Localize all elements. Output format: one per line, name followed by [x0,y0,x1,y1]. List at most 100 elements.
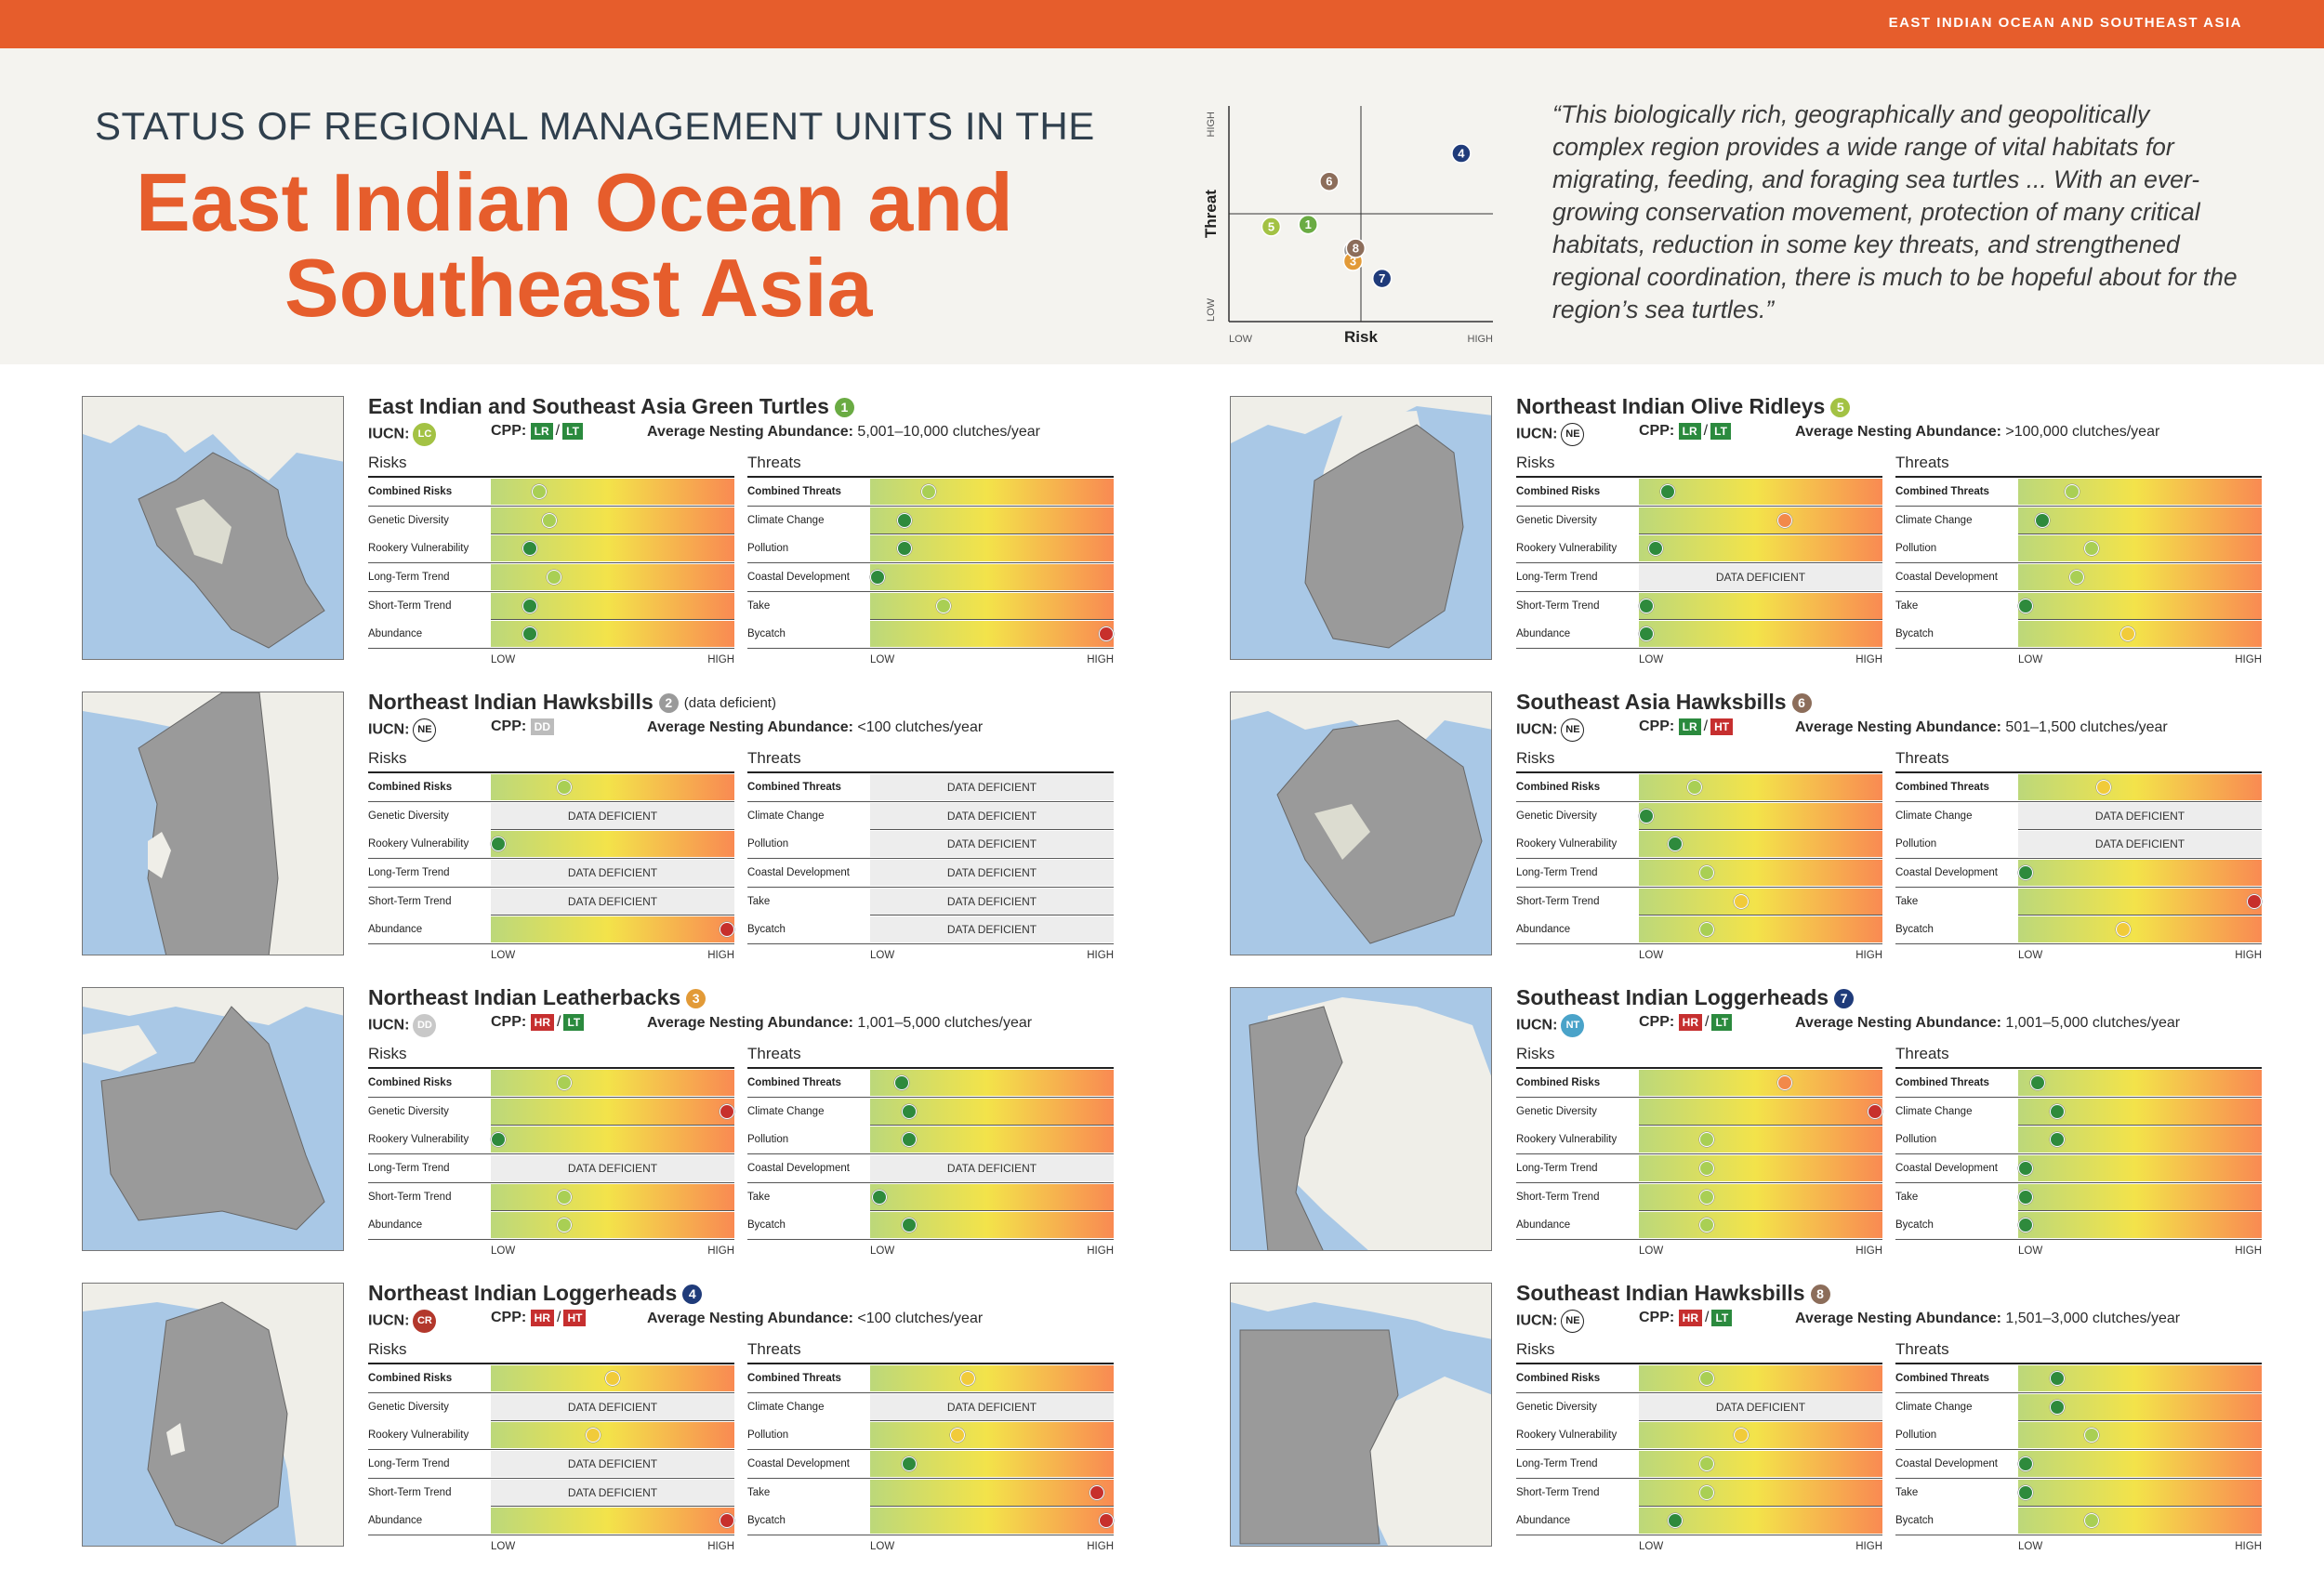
data-deficient-label: DATA DEFICIENT [567,809,658,823]
risk-row-label: Abundance [368,620,491,649]
risk-gradient-bar: DATA DEFICIENT [491,860,734,887]
risk-scale-low: LOW [491,1245,516,1257]
risk-gradient-bar [1639,621,1882,648]
iucn-label: IUCN: [1516,721,1558,738]
risk-row: Abundance [1516,1507,1882,1536]
threat-row-label: Combined Threats [1895,773,2018,801]
threat-row: Pollution [1895,1126,2262,1155]
risk-scale-low: LOW [491,654,516,665]
risk-level-dot [547,570,562,586]
threat-row: Climate Change [747,1097,1114,1126]
risk-rows: Combined Risks Genetic Diversity Rookery V… [1516,771,1882,945]
threat-scale-high: HIGH [2235,950,2262,961]
cpp-separator: / [557,1014,561,1031]
threat-level-dot [901,1218,917,1233]
risk-level-dot [1639,626,1654,642]
risk-gradient-bar [491,1212,734,1239]
threat-gradient-bar [2018,1155,2262,1182]
threat-row: Climate Change DATA DEFICIENT [747,1392,1114,1422]
iucn-badge: LC [413,423,437,446]
abundance-label: Average Nesting Abundance: [1795,719,2001,735]
data-deficient-label: DATA DEFICIENT [946,866,1037,880]
risk-level-dot [541,512,557,528]
risk-level-dot [1639,598,1654,613]
cpp-separator: / [555,423,561,440]
threat-level-dot [2029,1075,2045,1090]
threat-level-dot [1099,626,1114,642]
risk-level-dot [522,541,537,557]
risk-gradient-bar [491,1126,734,1153]
nesting-abundance: Average Nesting Abundance: 1,001–5,000 c… [1795,1015,2180,1032]
iucn-badge: NE [1561,1310,1585,1333]
risk-gradient-bar [1639,888,1882,915]
pull-quote: “This biologically rich, geographically … [1552,100,2238,323]
risk-row: Long-Term Trend [1516,859,1882,888]
abundance-label: Average Nesting Abundance: [1795,1311,2001,1326]
threat-row: Combined Threats [1895,1069,2262,1098]
risk-row: Combined Risks [368,1069,734,1098]
risk-row-label: Short-Term Trend [368,887,491,916]
threat-row: Climate Change [1895,506,2262,535]
threat-row: Coastal Development DATA DEFICIENT [747,1154,1114,1183]
matrix-point-label-7: 7 [1379,271,1385,285]
abundance-value: 1,001–5,000 clutches/year [2000,1015,2181,1031]
threat-level-dot [2083,541,2099,557]
risk-scale-low: LOW [491,950,516,961]
threat-row-label: Coastal Development [747,1450,870,1479]
rmu-card: Northeast Indian Hawksbills 2 (data defici… [82,690,1132,961]
risk-gradient-bar: DATA DEFICIENT [491,1479,734,1506]
risk-row: Combined Risks [368,478,734,507]
iucn-badge: NE [1561,423,1585,446]
threat-row-label: Climate Change [1895,1097,2018,1126]
rmu-title-text: Southeast Asia Hawksbills [1516,690,1787,714]
risk-level-dot [720,1513,734,1529]
matrix-point-4 [1451,143,1472,164]
cpp-badge: LT [1710,423,1731,440]
abundance-label: Average Nesting Abundance: [1795,424,2001,440]
risk-gradient-bar [491,1422,734,1449]
risk-row: Genetic Diversity DATA DEFICIENT [368,801,734,831]
risk-scale-low: LOW [491,1541,516,1552]
risk-row-label: Rookery Vulnerability [1516,534,1639,563]
threat-row: Combined Threats [1895,773,2262,802]
threat-level-dot [2049,1132,2065,1148]
data-deficient-label: DATA DEFICIENT [946,837,1037,851]
rmu-number-badge: 5 [1830,398,1851,417]
risk-gradient-bar [1639,802,1882,829]
threat-rows: Combined Threats DATA DEFICIENT Climate Ch… [747,771,1114,945]
threat-scale-low: LOW [2018,950,2043,961]
rmu-title-text: Northeast Indian Leatherbacks [368,985,681,1009]
cpp-separator: / [1705,1014,1710,1031]
risk-row: Genetic Diversity [1516,506,1882,535]
risk-panel-heading: Risks [368,454,407,471]
data-deficient-label: DATA DEFICIENT [567,1162,658,1176]
abundance-label: Average Nesting Abundance: [647,1015,853,1031]
threat-scale-low: LOW [2018,1541,2043,1552]
risk-rows: Combined Risks Genetic Diversity DATA DEFI… [1516,1363,1882,1536]
threat-row: Combined Threats [1895,478,2262,507]
risk-level-dot [522,626,537,642]
threat-scale-low: LOW [870,1245,895,1257]
risk-panel: Risks Combined Risks Genetic Diversity Rook… [1516,454,1882,665]
risk-panel-heading: Risks [1516,749,1555,767]
threat-gradient-bar [2018,774,2262,800]
matrix-point-5 [1261,217,1282,237]
threat-level-dot [2018,1189,2033,1205]
risk-rows: Combined Risks Genetic Diversity Rookery V… [1516,476,1882,650]
risk-panel: Risks Combined Risks Genetic Diversity Rook… [1516,1045,1882,1257]
risk-level-dot [556,1218,572,1233]
risk-level-dot [1699,1484,1715,1500]
risk-level-dot [556,1075,572,1090]
risk-panel-heading: Risks [368,749,407,767]
risk-gradient-bar [1639,1183,1882,1210]
threat-panel: Threats Combined Threats Climate Change Pol… [1895,1340,2262,1552]
matrix-point-label-3: 3 [1350,255,1356,269]
matrix-y-low: LOW [1206,297,1217,322]
risk-row: Genetic Diversity [1516,801,1882,831]
cpp-label: CPP: [1639,1014,1679,1031]
risk-panel: Risks Combined Risks Genetic Diversity Rook… [368,1045,734,1257]
matrix-point-label-1: 1 [1305,217,1312,231]
threat-scale-high: HIGH [1087,950,1114,961]
threat-gradient-bar [870,479,1114,505]
threat-row: Bycatch [1895,620,2262,650]
